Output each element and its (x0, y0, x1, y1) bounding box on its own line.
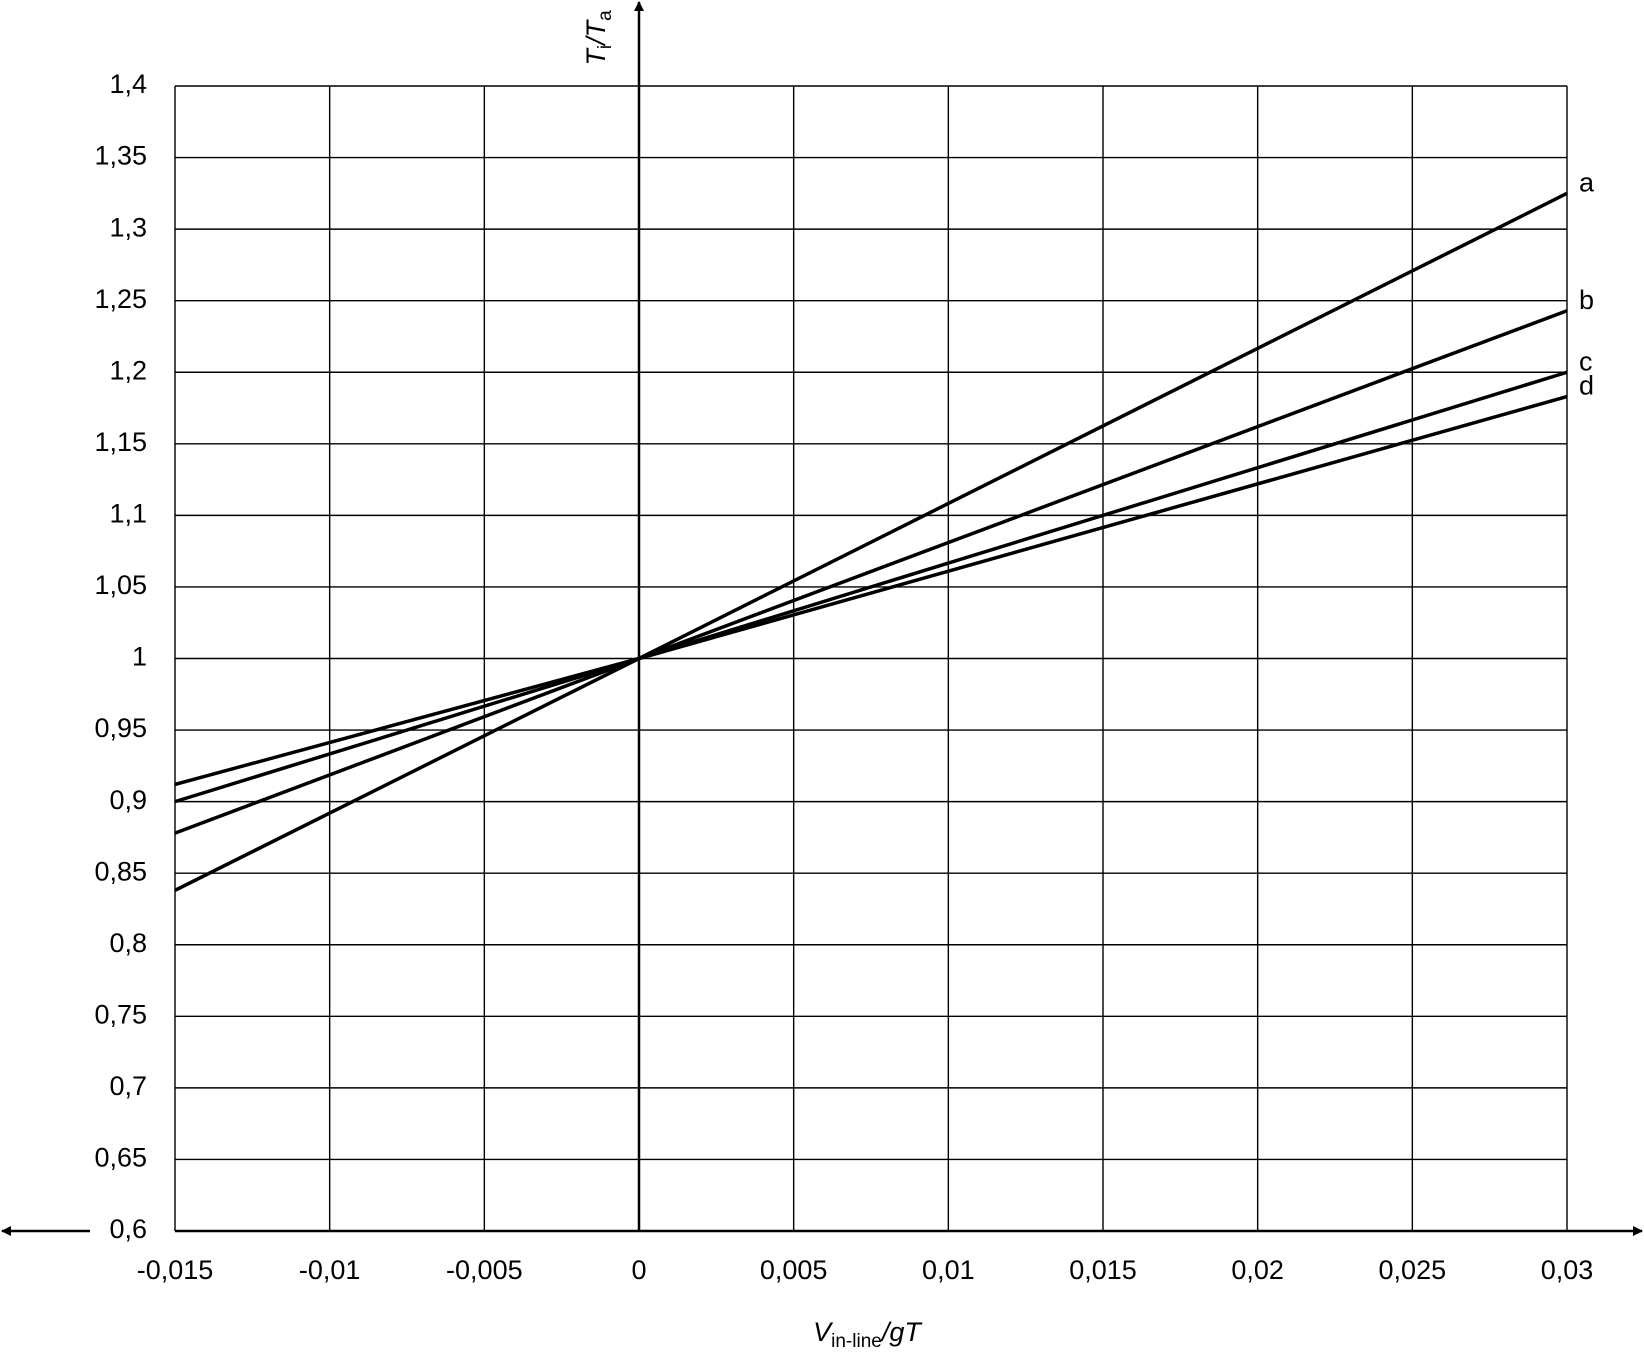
series-line (174, 309, 1568, 835)
y-label-sub: i (595, 45, 616, 49)
y-tick-label: 1,4 (109, 69, 147, 99)
series-label: b (1579, 285, 1594, 315)
y-label-sub: a (595, 10, 616, 21)
x-tick-label: 0,005 (760, 1255, 828, 1285)
y-axis-label: Ti/Ta (581, 10, 616, 66)
y-tick-label: 0,9 (109, 785, 147, 815)
x-tick-label: -0,005 (446, 1255, 523, 1285)
y-tick-label: 0,65 (94, 1143, 147, 1173)
y-tick-label: 1,3 (109, 212, 147, 242)
series-line (174, 191, 1568, 892)
x-tick-label: 0,025 (1379, 1255, 1447, 1285)
x-label-part: /gT (880, 1317, 924, 1347)
y-tick-label: 1,05 (94, 570, 147, 600)
x-tick-label: 0 (631, 1255, 646, 1285)
y-tick-label: 1,2 (109, 355, 147, 385)
x-label-sub: in-line (831, 1331, 882, 1352)
x-tick-label: 0,01 (922, 1255, 975, 1285)
x-tick-label: -0,01 (299, 1255, 361, 1285)
y-tick-label: 0,6 (109, 1214, 147, 1244)
y-tick-label: 0,8 (109, 928, 147, 958)
y-tick-label: 1 (132, 642, 147, 672)
y-tick-label: 0,95 (94, 713, 147, 743)
x-label-part: V (813, 1317, 834, 1347)
y-tick-label: 1,25 (94, 284, 147, 314)
series-label: c (1579, 346, 1593, 376)
series-label: a (1579, 167, 1595, 197)
y-label-part: T (581, 47, 611, 66)
x-tick-label: 0,015 (1069, 1255, 1137, 1285)
series-label: d (1579, 371, 1594, 401)
y-tick-label: 0,85 (94, 856, 147, 886)
y-tick-label: 1,35 (94, 141, 147, 171)
y-tick-label: 1,1 (109, 499, 147, 529)
x-tick-label: 0,02 (1231, 1255, 1284, 1285)
series-line (174, 394, 1568, 787)
x-axis-label: Vin-line/gT (813, 1317, 923, 1352)
y-tick-label: 0,7 (109, 1071, 147, 1101)
x-tick-label: -0,015 (137, 1255, 214, 1285)
x-tick-label: 0,03 (1541, 1255, 1594, 1285)
y-tick-label: 1,15 (94, 427, 147, 457)
y-tick-label: 0,75 (94, 999, 147, 1029)
y-label-part: /T (581, 18, 611, 47)
